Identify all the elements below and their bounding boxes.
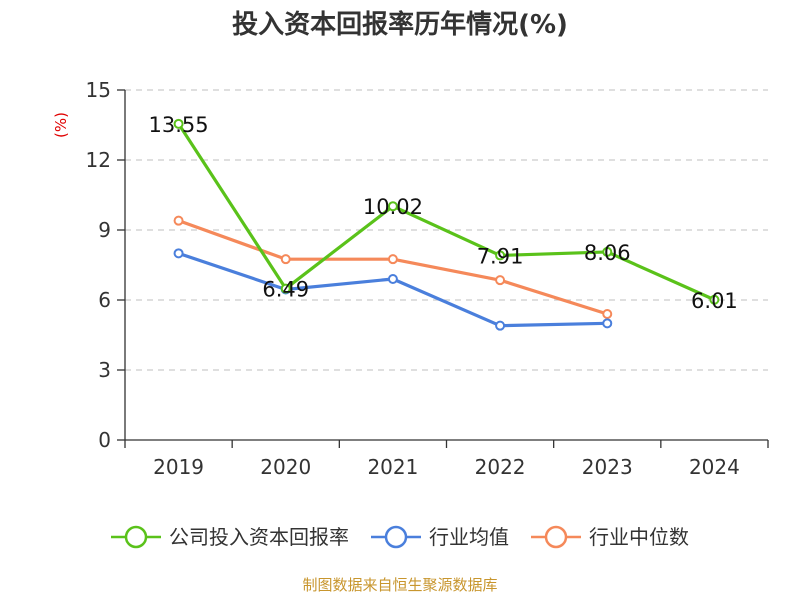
data-label: 6.01: [691, 289, 738, 313]
x-tick-label: 2023: [582, 455, 633, 479]
data-point: [387, 201, 398, 212]
data-label: 13.55: [149, 113, 209, 137]
data-point: [173, 248, 184, 259]
data-point: [602, 318, 613, 329]
legend-item: 行业均值: [371, 525, 509, 549]
legend-item: 行业中位数: [530, 525, 689, 549]
y-tick-label: 0: [98, 428, 111, 452]
data-point: [387, 254, 398, 265]
data-label: 6.49: [262, 278, 309, 302]
y-axis-unit-label: (%): [52, 112, 70, 138]
x-tick-label: 2021: [367, 455, 418, 479]
legend: 公司投入资本回报率 行业均值 行业中位数: [111, 525, 689, 549]
series-lines: [173, 118, 720, 331]
axes: 0 3 6 9 12 15 2019 2020 2021 2022 2023 2024: [86, 78, 769, 479]
data-point: [495, 320, 506, 331]
data-point: [495, 250, 506, 261]
data-label: 8.06: [584, 241, 631, 265]
legend-label: 行业均值: [429, 525, 509, 549]
data-labels: 13.55 6.49 10.02 7.91 8.06 6.01: [149, 113, 738, 313]
legend-label: 公司投入资本回报率: [169, 525, 349, 549]
y-tick-label: 9: [98, 218, 111, 242]
legend-item: 公司投入资本回报率: [111, 525, 349, 549]
x-tick-label: 2022: [475, 455, 526, 479]
series-line: [177, 122, 716, 302]
data-point: [387, 274, 398, 284]
chart-title: 投入资本回报率历年情况(%): [232, 9, 568, 40]
data-point: [602, 309, 613, 319]
data-label: 7.91: [477, 244, 524, 268]
data-label: 10.02: [363, 195, 423, 219]
y-tick-label: 15: [86, 78, 111, 102]
data-point: [602, 246, 613, 257]
legend-label: 行业中位数: [589, 525, 689, 549]
source-note: 制图数据来自恒生聚源数据库: [302, 576, 497, 594]
data-point: [495, 275, 506, 286]
y-tick-label: 6: [98, 288, 111, 312]
legend-marker-icon: [124, 525, 148, 549]
y-tick-label: 3: [98, 358, 111, 382]
data-point: [173, 118, 184, 129]
data-point: [280, 254, 291, 265]
data-point: [173, 215, 184, 226]
x-tick-label: 2019: [153, 455, 204, 479]
x-tick-label: 2020: [260, 455, 311, 479]
data-point: [709, 294, 720, 305]
data-point: [280, 283, 291, 294]
legend-marker-icon: [384, 525, 408, 549]
y-tick-label: 12: [86, 148, 111, 172]
series-line: [178, 251, 608, 328]
legend-marker-icon: [544, 525, 568, 549]
x-tick-label: 2024: [689, 455, 740, 479]
